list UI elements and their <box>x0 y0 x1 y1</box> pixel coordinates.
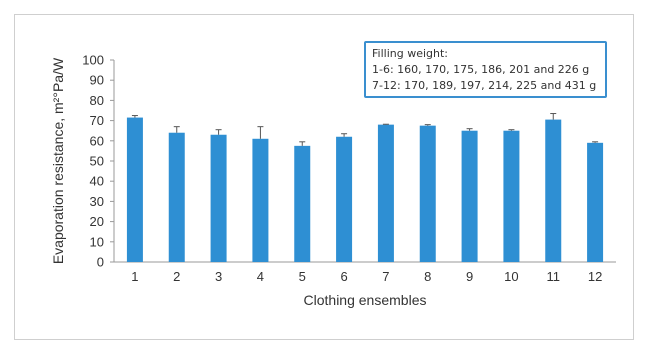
x-tick-label: 6 <box>340 269 347 284</box>
x-tick-label: 7 <box>382 269 389 284</box>
y-axis-title: Evaporation resistance, m²°Pa/W <box>50 57 66 264</box>
bar <box>294 145 311 262</box>
y-tick-label: 90 <box>90 73 104 88</box>
y-tick-label: 80 <box>90 93 104 108</box>
x-tick-label: 8 <box>424 269 431 284</box>
y-tick-labels: 0 10 20 30 40 50 60 70 80 90 100 <box>82 53 114 270</box>
x-tick-label: 12 <box>588 269 602 284</box>
y-tick-label: 20 <box>90 214 104 229</box>
y-tick-label: 50 <box>90 154 104 169</box>
y-tick-label: 10 <box>90 234 104 249</box>
bar <box>545 119 562 262</box>
y-tick-label: 100 <box>82 53 104 68</box>
bar <box>168 132 185 262</box>
x-tick-label: 1 <box>131 269 138 284</box>
x-axis-title: Clothing ensembles <box>304 292 427 308</box>
x-tick-label: 11 <box>547 269 561 284</box>
bar <box>377 124 394 262</box>
bar <box>336 136 353 262</box>
bar <box>587 142 604 262</box>
y-tick-label: 70 <box>90 113 104 128</box>
bar <box>126 117 143 262</box>
bar <box>419 125 436 263</box>
annotation-line-1-6: 1-6: 160, 170, 175, 186, 201 and 226 g <box>372 63 590 76</box>
x-tick-label: 2 <box>173 269 180 284</box>
x-tick-labels: 1 2 3 4 5 6 7 8 9 10 11 12 <box>131 269 602 284</box>
bar <box>503 130 520 262</box>
x-tick-label: 9 <box>466 269 473 284</box>
annotation-line-7-12: 7-12: 170, 189, 197, 214, 225 and 431 g <box>372 79 597 92</box>
bar <box>461 130 478 262</box>
filling-weight-annotation: Filling weight: 1-6: 160, 170, 175, 186,… <box>364 41 607 98</box>
x-tick-label: 10 <box>504 269 518 284</box>
error-bars <box>131 113 599 146</box>
annotation-heading: Filling weight: <box>372 47 448 60</box>
bars <box>126 117 604 263</box>
bar <box>210 134 227 262</box>
x-tick-label: 3 <box>215 269 222 284</box>
y-tick-label: 60 <box>90 133 104 148</box>
y-tick-label: 0 <box>97 255 104 270</box>
x-tick-label: 5 <box>299 269 306 284</box>
bar <box>252 138 269 262</box>
y-tick-label: 30 <box>90 194 104 209</box>
x-tick-label: 4 <box>257 269 264 284</box>
y-tick-label: 40 <box>90 174 104 189</box>
